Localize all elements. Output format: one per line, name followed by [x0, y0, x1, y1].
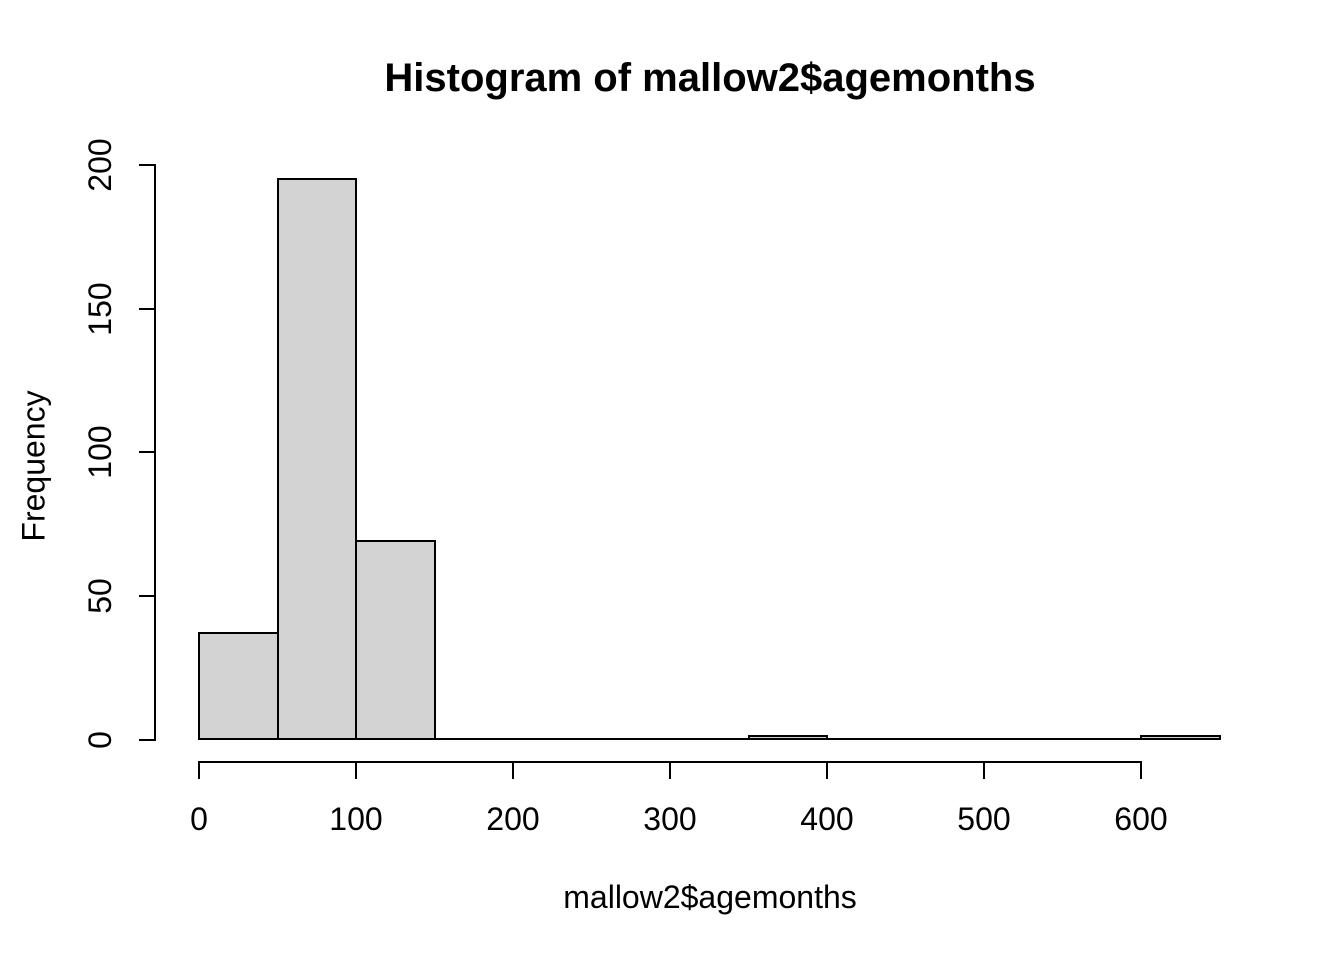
x-axis-tick — [355, 763, 357, 779]
x-tick-label: 500 — [957, 801, 1011, 837]
x-axis-tick — [983, 763, 985, 779]
y-tick-label: 0 — [82, 731, 118, 749]
x-tick-label: 400 — [800, 801, 854, 837]
x-tick-label: 600 — [1114, 801, 1168, 837]
x-axis-line — [198, 761, 1142, 763]
histogram-bar — [277, 178, 357, 740]
y-axis-tick — [139, 451, 155, 453]
x-axis-tick — [826, 763, 828, 779]
x-axis-tick — [198, 763, 200, 779]
histogram-bar — [198, 632, 279, 740]
x-axis-tick — [512, 763, 514, 779]
histogram-bar — [748, 735, 828, 740]
y-tick-label: 150 — [82, 282, 118, 336]
x-axis-label: mallow2$agemonths — [563, 879, 857, 915]
y-tick-label: 50 — [82, 578, 118, 614]
x-tick-label: 200 — [486, 801, 540, 837]
x-axis-tick — [669, 763, 671, 779]
y-axis-tick — [139, 164, 155, 166]
x-tick-label: 100 — [329, 801, 383, 837]
y-tick-label: 200 — [82, 138, 118, 192]
y-axis-tick — [139, 308, 155, 310]
y-axis-tick — [139, 595, 155, 597]
histogram-baseline — [198, 738, 1221, 740]
x-axis-tick — [1140, 763, 1142, 779]
histogram-bar — [355, 540, 436, 740]
x-tick-label: 300 — [643, 801, 697, 837]
histogram-bar — [1140, 735, 1221, 740]
chart-title: Histogram of mallow2$agemonths — [384, 56, 1036, 100]
y-tick-label: 100 — [82, 425, 118, 479]
y-axis-line — [154, 164, 156, 741]
y-axis-tick — [139, 739, 155, 741]
x-tick-label: 0 — [190, 801, 208, 837]
